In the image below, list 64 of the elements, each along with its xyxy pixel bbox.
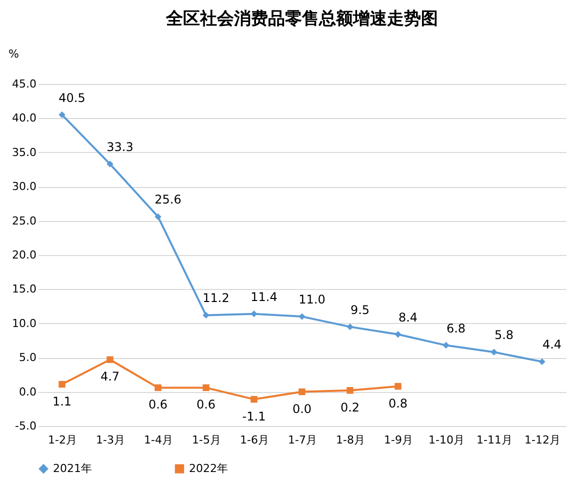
point — [58, 380, 66, 388]
x-tick-label: 1-11月 — [476, 434, 512, 446]
data-label: 0.0 — [292, 402, 312, 416]
y-tick-label: 45.0 — [12, 78, 36, 90]
data-label: 0.2 — [340, 400, 360, 414]
x-tick-label: 1-5月 — [192, 434, 221, 446]
point — [538, 358, 546, 366]
x-tick-label: 1-12月 — [524, 434, 560, 446]
legend-label: 2022年 — [189, 462, 228, 475]
data-label: 40.5 — [58, 90, 86, 105]
data-label: 0.8 — [388, 396, 408, 410]
data-label: 25.6 — [154, 192, 182, 207]
x-tick-label: 1-6月 — [240, 434, 269, 446]
point — [202, 312, 210, 319]
y-tick-label: 40.0 — [12, 112, 36, 125]
x-tick-label: 1-9月 — [384, 434, 413, 446]
point — [298, 313, 306, 320]
point — [202, 384, 210, 392]
legend-label: 2021年 — [53, 462, 92, 475]
data-label: 0.6 — [148, 398, 168, 412]
y-tick-label: 35.0 — [12, 146, 36, 159]
data-label: 0.6 — [196, 398, 216, 412]
point — [154, 384, 162, 392]
data-label: 11.0 — [298, 292, 326, 307]
x-tick-label: 1-7月 — [288, 434, 317, 446]
point — [58, 111, 66, 118]
y-tick-label: 25.0 — [12, 214, 36, 228]
y-tick-label: 30.0 — [12, 180, 36, 194]
y-tick-label: 15.0 — [12, 282, 36, 296]
point — [106, 160, 114, 168]
data-label: -1.1 — [242, 409, 266, 424]
x-tick-label: 1-8月 — [336, 434, 365, 446]
y-tick-label: 10.0 — [12, 316, 36, 330]
point — [394, 382, 402, 390]
x-tick-label: 1-10月 — [428, 434, 464, 446]
point — [154, 213, 162, 220]
point — [346, 387, 354, 394]
data-label: 1.1 — [52, 394, 72, 408]
data-label: 8.4 — [398, 310, 418, 324]
point — [442, 342, 450, 349]
point — [490, 348, 498, 356]
y-tick-label: 20.0 — [12, 248, 36, 262]
x-tick-label: 1-3月 — [96, 434, 125, 446]
y-tick-label: 5.0 — [19, 351, 36, 364]
chart-title: 全区社会消费品零售总额增速走势图 — [165, 9, 438, 29]
y-tick-label: 0.0 — [19, 385, 36, 398]
data-label: 6.8 — [446, 321, 466, 336]
data-label: 4.4 — [542, 338, 562, 352]
data-label: 4.7 — [100, 370, 120, 384]
y-tick-label: -5.0 — [15, 420, 36, 432]
point — [250, 310, 258, 318]
point — [346, 323, 354, 330]
point — [394, 330, 402, 338]
data-label: 11.2 — [202, 291, 230, 306]
data-label: 9.5 — [350, 302, 370, 317]
point — [250, 396, 258, 403]
point — [298, 388, 306, 396]
data-label: 33.3 — [106, 140, 134, 154]
point — [106, 356, 114, 364]
x-tick-label: 1-4月 — [144, 434, 173, 446]
y-axis-title: % — [8, 48, 19, 60]
data-label: 11.4 — [250, 290, 278, 304]
data-label: 5.8 — [494, 328, 514, 342]
x-tick-label: 1-2月 — [48, 434, 77, 446]
